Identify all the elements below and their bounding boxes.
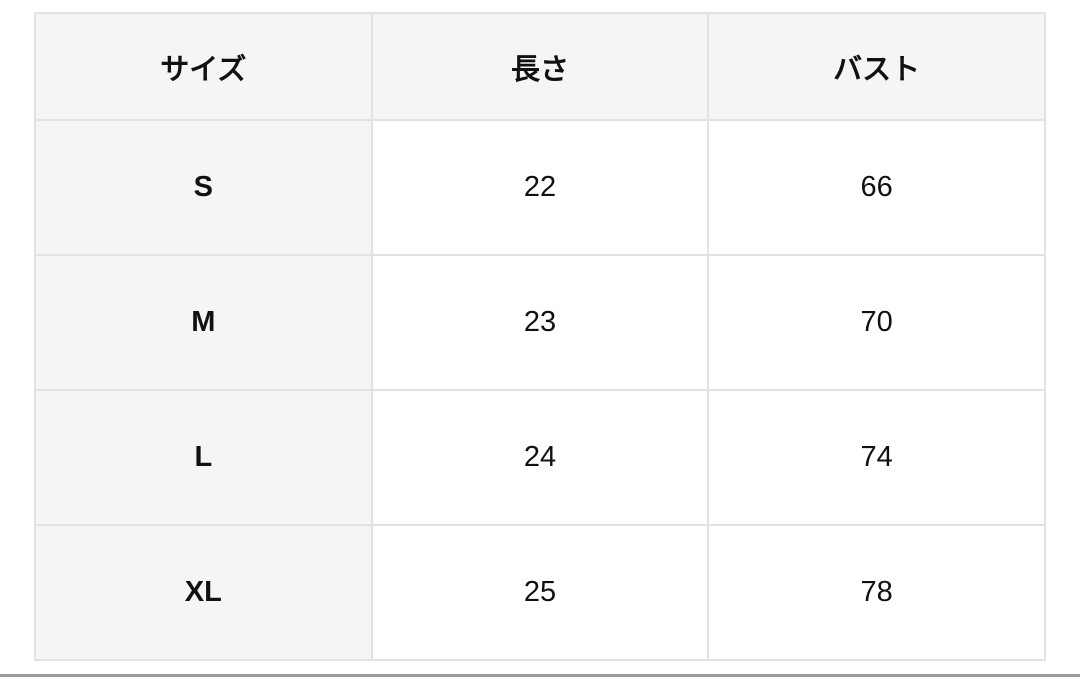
table-row: XL 25 78 — [34, 524, 1046, 661]
size-cell: S — [34, 119, 373, 256]
length-cell: 22 — [370, 119, 710, 256]
length-cell: 23 — [370, 254, 710, 391]
bust-cell: 66 — [707, 119, 1046, 256]
bust-cell: 70 — [707, 254, 1046, 391]
length-cell: 25 — [370, 524, 710, 661]
header-size: サイズ — [34, 12, 373, 121]
size-chart-table: サイズ 長さ バスト S 22 66 M 23 70 L 24 74 XL 25… — [34, 12, 1046, 661]
bottom-divider — [0, 674, 1080, 677]
table-row: M 23 70 — [34, 254, 1046, 391]
size-cell: XL — [34, 524, 373, 661]
table-row: S 22 66 — [34, 119, 1046, 256]
bust-cell: 74 — [707, 389, 1046, 526]
size-cell: L — [34, 389, 373, 526]
table-row: L 24 74 — [34, 389, 1046, 526]
bust-cell: 78 — [707, 524, 1046, 661]
size-cell: M — [34, 254, 373, 391]
header-row: サイズ 長さ バスト — [34, 12, 1046, 121]
header-bust: バスト — [707, 12, 1046, 121]
header-length: 長さ — [370, 12, 710, 121]
length-cell: 24 — [370, 389, 710, 526]
